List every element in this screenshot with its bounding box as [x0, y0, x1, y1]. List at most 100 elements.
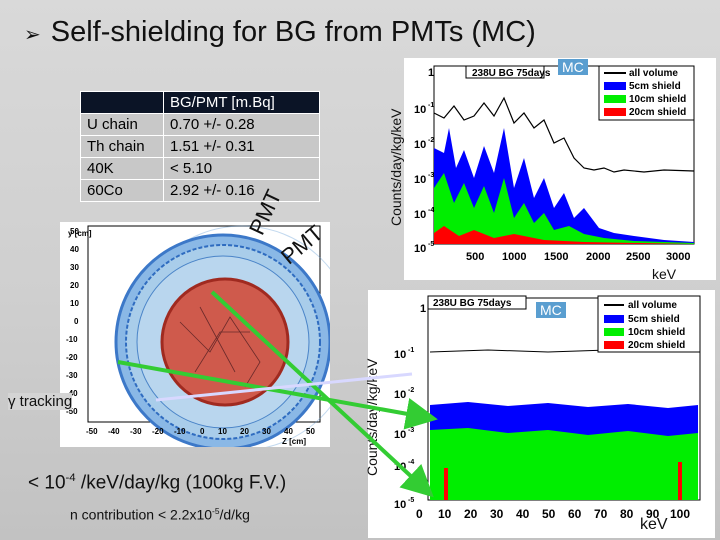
svg-text:40: 40	[70, 245, 79, 254]
svg-text:10: 10	[414, 139, 426, 151]
svg-text:10: 10	[414, 104, 426, 116]
plot-bottom: 238U BG 75days all volume 5cm shield 10c…	[394, 295, 701, 521]
svg-text:10: 10	[394, 461, 406, 473]
svg-text:-40: -40	[108, 427, 120, 436]
shield-20cm-bars	[434, 226, 694, 244]
gamma-tracking-label: γ tracking	[8, 393, 73, 410]
svg-text:-30: -30	[130, 427, 142, 436]
detector-x-axis-label: Z [cm]	[282, 437, 306, 446]
shield-10cm-bars	[434, 173, 694, 244]
legend-5cm: 5cm shield	[629, 81, 681, 92]
all-volume-line	[433, 96, 695, 173]
svg-text:3000: 3000	[666, 251, 690, 263]
svg-text:80: 80	[620, 507, 634, 521]
mc-badge-bottom: MC	[536, 302, 566, 318]
table-header: BG/PMT [m.Bq]	[163, 91, 320, 114]
table-row: U chain 0.70 +/- 0.28	[80, 113, 320, 136]
table-cell-source: 60Co	[80, 179, 164, 202]
svg-text:10: 10	[394, 349, 406, 361]
svg-text:30: 30	[490, 507, 504, 521]
svg-text:90: 90	[646, 507, 660, 521]
bottom-x-unit: keV	[640, 516, 668, 533]
legend-10cm: 10cm shield	[629, 94, 686, 105]
svg-text:-3: -3	[408, 427, 414, 434]
svg-text:500: 500	[466, 251, 484, 263]
svg-text:10: 10	[394, 429, 406, 441]
fiducial-volume	[160, 277, 290, 407]
svg-text:-3: -3	[428, 172, 434, 179]
svg-text:-2: -2	[408, 387, 414, 394]
svg-text:-50: -50	[66, 407, 78, 416]
svg-text:10: 10	[414, 243, 426, 255]
svg-text:-50: -50	[86, 427, 98, 436]
svg-text:70: 70	[594, 507, 608, 521]
top-y-ticks: 1 10 -1 10 -2 10 -3 10 -4 10 -5	[414, 67, 434, 255]
detector-y-ticks: 50 40 30 20 10 0 -10 -20 -30 -40 -50	[66, 227, 79, 416]
svg-text:50: 50	[306, 427, 315, 436]
svg-text:1: 1	[428, 67, 434, 79]
svg-text:10: 10	[218, 427, 227, 436]
svg-text:20: 20	[70, 281, 79, 290]
table-cell-value: 2.92 +/- 0.16	[163, 179, 320, 202]
svg-text:-5: -5	[428, 241, 434, 248]
plot-top: 238U BG 75days all volume 5cm shield 10c…	[414, 65, 695, 263]
svg-text:1000: 1000	[502, 251, 526, 263]
shield-20cm-bar-high	[678, 462, 682, 500]
legend-20cm: 20cm shield	[628, 340, 685, 351]
svg-text:10: 10	[70, 299, 79, 308]
table-header-row: BG/PMT [m.Bq]	[80, 91, 320, 114]
svg-text:-10: -10	[174, 427, 186, 436]
page-title: ➢ Self-shielding for BG from PMTs (MC)	[24, 16, 536, 48]
svg-text:-4: -4	[408, 459, 414, 466]
svg-text:30: 30	[262, 427, 271, 436]
svg-text:10: 10	[394, 499, 406, 511]
legend-all-volume: all volume	[628, 300, 677, 311]
bottom-legend: all volume 5cm shield 10cm shield 20cm s…	[597, 295, 701, 353]
bullet-arrow-icon: ➢	[24, 24, 41, 46]
svg-text:10: 10	[394, 389, 406, 401]
svg-text:-30: -30	[66, 371, 78, 380]
svg-text:-1: -1	[428, 102, 434, 109]
svg-text:50: 50	[542, 507, 556, 521]
svg-text:0: 0	[200, 427, 205, 436]
table-cell-source: 40K	[80, 157, 164, 180]
legend-all-volume: all volume	[629, 68, 678, 79]
svg-text:50: 50	[70, 227, 79, 236]
table-row: Th chain 1.51 +/- 0.31	[80, 135, 320, 158]
shield-20cm-bar-low	[444, 468, 448, 500]
svg-text:10: 10	[414, 174, 426, 186]
table-row: 60Co 2.92 +/- 0.16	[80, 179, 320, 202]
svg-text:2000: 2000	[586, 251, 610, 263]
svg-text:1500: 1500	[544, 251, 568, 263]
bottom-x-ticks: 0 10 20 30 40 50 60 70 80 90 100	[416, 507, 690, 521]
svg-text:40: 40	[284, 427, 293, 436]
top-hist-title: 238U BG 75days	[472, 68, 551, 79]
table-cell-value: 1.51 +/- 0.31	[163, 135, 320, 158]
top-legend: all volume 5cm shield 10cm shield 20cm s…	[598, 65, 695, 121]
svg-text:40: 40	[516, 507, 530, 521]
bottom-plot-bars	[429, 349, 698, 500]
svg-text:60: 60	[568, 507, 582, 521]
top-y-axis-label: Counts/day/kg/keV	[388, 108, 404, 226]
bottom-y-axis-label: Counts/day/kg/keV	[364, 358, 380, 476]
svg-text:-20: -20	[66, 353, 78, 362]
mc-badge-top: MC	[558, 59, 588, 75]
table-row: 40K < 5.10	[80, 157, 320, 180]
svg-text:2500: 2500	[626, 251, 650, 263]
svg-text:-20: -20	[152, 427, 164, 436]
table-cell-value: < 5.10	[163, 157, 320, 180]
legend-10cm: 10cm shield	[628, 327, 685, 338]
svg-text:30: 30	[70, 263, 79, 272]
svg-text:-4: -4	[428, 207, 434, 214]
sensitivity-limit: < 10-4 /keV/day/kg (100kg F.V.)	[28, 472, 287, 494]
svg-text:-2: -2	[428, 137, 434, 144]
bottom-hist-title: 238U BG 75days	[433, 298, 512, 309]
table-cell-source: Th chain	[80, 135, 164, 158]
svg-text:0: 0	[74, 317, 79, 326]
table-cell-value: 0.70 +/- 0.28	[163, 113, 320, 136]
svg-text:10: 10	[438, 507, 452, 521]
table-header-empty	[80, 91, 164, 114]
detector-y-axis-label: y [cm]	[68, 229, 92, 238]
svg-text:-5: -5	[408, 497, 414, 504]
svg-text:20: 20	[464, 507, 478, 521]
